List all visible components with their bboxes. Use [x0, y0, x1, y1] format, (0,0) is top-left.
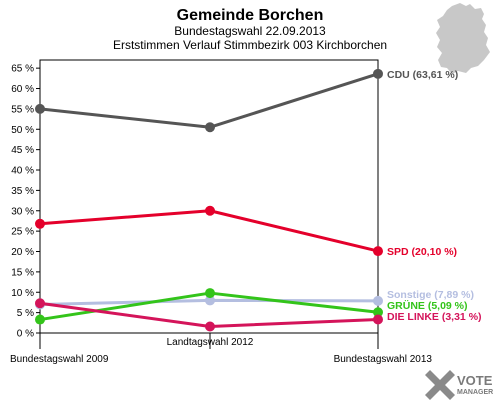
series-end-label: DIE LINKE (3,31 %) [387, 311, 482, 323]
logo-text-manager: MANAGER [457, 389, 493, 396]
y-tick-label: 40 % [11, 166, 34, 177]
vote-x-icon [425, 370, 455, 400]
y-tick-label: 0 % [17, 329, 34, 340]
y-tick-label: 50 % [11, 125, 34, 136]
data-point [35, 218, 45, 229]
series-end-label: GRÜNE (5,09 %) [387, 299, 468, 312]
chart-subtitle: Bundestagswahl 22.09.2013 [174, 24, 326, 38]
y-tick-label: 35 % [11, 186, 34, 197]
data-point [373, 307, 383, 318]
y-tick-label: 5 % [17, 308, 34, 319]
x-tick-label: Bundestagswahl 2009 [10, 354, 109, 365]
y-tick-label: 25 % [11, 227, 34, 238]
data-point [373, 68, 383, 79]
data-point [35, 103, 45, 114]
y-tick-label: 55 % [11, 104, 34, 115]
votemanager-logo: VOTE MANAGER [425, 370, 493, 400]
series-group: CDU (63,61 %) SPD (20,10 %) Sonstige (7,89… [35, 68, 482, 332]
data-point [205, 295, 215, 306]
y-tick-label: 20 % [11, 247, 34, 258]
x-tick-label: Bundestagswahl 2013 [334, 354, 433, 365]
germany-map-icon [436, 3, 490, 74]
series-end-label: Sonstige (7,89 %) [387, 289, 474, 301]
y-tick-label: 45 % [11, 145, 34, 156]
data-point [35, 314, 45, 325]
series-line [38, 209, 380, 253]
plot-frame [39, 59, 379, 334]
data-point [35, 298, 45, 309]
chart-subtitle-2: Erststimmen Verlauf Stimmbezirk 003 Kirc… [113, 38, 387, 52]
axes: 0 % 5 % 10 % 15 % 20 % 25 % 30 % 35 % 40 % 45 % 50… [10, 59, 433, 365]
data-point [373, 314, 383, 325]
data-point [373, 295, 383, 306]
data-point [205, 288, 215, 299]
y-tick-label: 60 % [11, 84, 34, 95]
y-tick-label: 10 % [11, 288, 34, 299]
y-tick-label: 65 % [11, 64, 34, 75]
x-tick-label: Landtagswahl 2012 [167, 337, 254, 348]
y-tick-label: 30 % [11, 206, 34, 217]
data-point [205, 122, 215, 133]
chart-title: Gemeinde Borchen [177, 7, 324, 24]
series-line [38, 72, 380, 129]
y-tick-label: 15 % [11, 267, 34, 278]
series-end-label: CDU (63,61 %) [387, 69, 458, 81]
data-point [205, 321, 215, 332]
logo-text-vote: VOTE [457, 373, 493, 388]
data-point [205, 205, 215, 216]
data-point [373, 246, 383, 257]
series-end-label: SPD (20,10 %) [387, 246, 457, 258]
